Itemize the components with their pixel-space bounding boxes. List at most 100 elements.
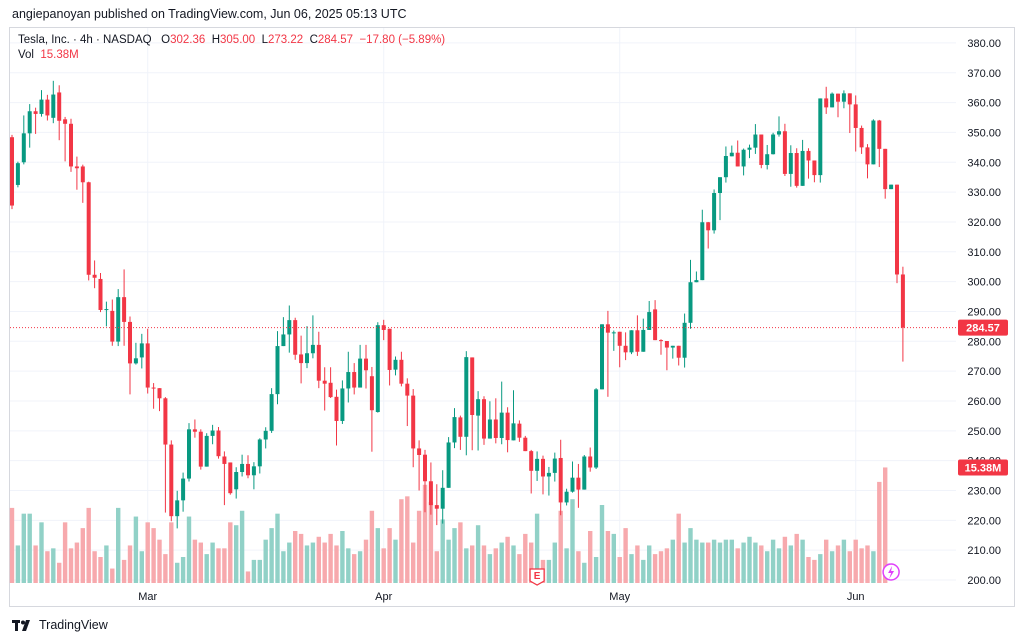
candle-body bbox=[788, 153, 793, 174]
candle-body bbox=[145, 343, 150, 388]
candle bbox=[800, 139, 805, 186]
volume-bar bbox=[706, 542, 711, 583]
volume-bar bbox=[688, 528, 693, 583]
volume-bar bbox=[753, 542, 758, 583]
candle bbox=[310, 315, 315, 359]
candle bbox=[133, 342, 138, 365]
footer-brand[interactable]: TradingView bbox=[12, 618, 108, 632]
volume-bar bbox=[723, 539, 729, 583]
volume-bar bbox=[641, 559, 646, 583]
volume-bar bbox=[629, 554, 634, 583]
candle-body bbox=[358, 358, 363, 388]
candle-body bbox=[210, 430, 215, 436]
candle-body bbox=[476, 399, 481, 416]
earnings-marker-shape bbox=[529, 568, 545, 586]
close-label: C bbox=[309, 34, 318, 46]
candle bbox=[228, 462, 233, 495]
volume-bar bbox=[623, 528, 628, 583]
earnings-icon[interactable]: E bbox=[529, 568, 545, 586]
candle bbox=[21, 115, 26, 165]
volume-bar bbox=[871, 551, 876, 583]
candle-body bbox=[204, 435, 209, 467]
volume-bar bbox=[529, 542, 534, 583]
last-price-label: 284.57 bbox=[966, 323, 1000, 335]
volume-bar bbox=[416, 510, 422, 583]
volume-bar bbox=[127, 545, 133, 583]
volume-bar bbox=[21, 513, 26, 583]
footer-brand-label: TradingView bbox=[39, 618, 108, 632]
volume-bar bbox=[617, 557, 622, 583]
volume-bar bbox=[464, 548, 469, 583]
volume-bar bbox=[27, 513, 32, 583]
candle-body bbox=[234, 472, 239, 490]
candle bbox=[364, 344, 368, 389]
candle-body bbox=[641, 329, 646, 352]
candle bbox=[629, 330, 634, 355]
volume-bar bbox=[15, 545, 21, 583]
candle-body bbox=[747, 147, 752, 150]
volume-bar bbox=[759, 545, 764, 583]
candle bbox=[322, 367, 327, 411]
candle-body bbox=[364, 358, 368, 371]
volume-bar bbox=[835, 545, 841, 583]
candle bbox=[741, 148, 746, 176]
candle bbox=[293, 317, 298, 360]
candle-body bbox=[635, 330, 640, 352]
candle bbox=[411, 389, 416, 468]
candle-body bbox=[564, 491, 569, 503]
y-tick-label: 380.00 bbox=[967, 38, 1001, 50]
candle-body bbox=[151, 387, 156, 389]
candle-body bbox=[116, 297, 121, 342]
volume-bar bbox=[765, 551, 770, 583]
candle bbox=[664, 341, 669, 371]
candle bbox=[251, 462, 256, 490]
volume-bar bbox=[422, 484, 428, 583]
volume-bar bbox=[475, 525, 481, 583]
volume-bar bbox=[51, 548, 56, 583]
candle-body bbox=[605, 324, 610, 333]
publisher-header: angiepanoyan published on TradingView.co… bbox=[12, 7, 407, 21]
y-tick-label: 220.00 bbox=[967, 515, 1001, 527]
time-axis: Mar Apr May Jun bbox=[138, 591, 864, 603]
volume-bar bbox=[729, 539, 734, 583]
candle-body bbox=[240, 463, 245, 472]
volume-bar bbox=[564, 548, 569, 583]
candle-body bbox=[617, 331, 622, 346]
candle-body bbox=[900, 274, 905, 328]
candle bbox=[635, 315, 640, 356]
candle-body bbox=[10, 137, 14, 206]
volume-bar bbox=[770, 539, 776, 583]
lightning-icon[interactable] bbox=[882, 563, 900, 581]
candle-body bbox=[310, 344, 315, 354]
candle bbox=[86, 181, 91, 281]
candle bbox=[10, 134, 14, 210]
symbol-title[interactable]: Tesla, Inc. · 4h · NASDAQ bbox=[18, 34, 152, 46]
grid-lines bbox=[10, 28, 956, 583]
volume-bar bbox=[818, 554, 823, 583]
candle bbox=[535, 451, 540, 481]
candle-body bbox=[340, 388, 345, 421]
volume-bar bbox=[440, 519, 445, 583]
volume-bar bbox=[558, 510, 563, 583]
candle bbox=[246, 455, 250, 479]
candle bbox=[806, 148, 811, 179]
candle-body bbox=[86, 182, 91, 275]
candle bbox=[836, 93, 840, 118]
candle-body bbox=[45, 99, 50, 116]
candle-body bbox=[128, 321, 132, 364]
candle-body bbox=[883, 148, 888, 190]
candle bbox=[139, 333, 144, 369]
volume-bar bbox=[735, 548, 740, 583]
x-tick-label: Apr bbox=[375, 591, 392, 603]
candle-body bbox=[694, 280, 699, 283]
candle-body bbox=[517, 423, 522, 438]
candle bbox=[718, 177, 722, 221]
high-value: 305.00 bbox=[220, 34, 256, 46]
candle bbox=[470, 357, 475, 451]
volume-bar bbox=[717, 542, 723, 583]
volume-bar bbox=[222, 548, 227, 583]
volume-bar bbox=[841, 539, 847, 583]
candle bbox=[570, 461, 575, 493]
candle bbox=[723, 146, 728, 183]
